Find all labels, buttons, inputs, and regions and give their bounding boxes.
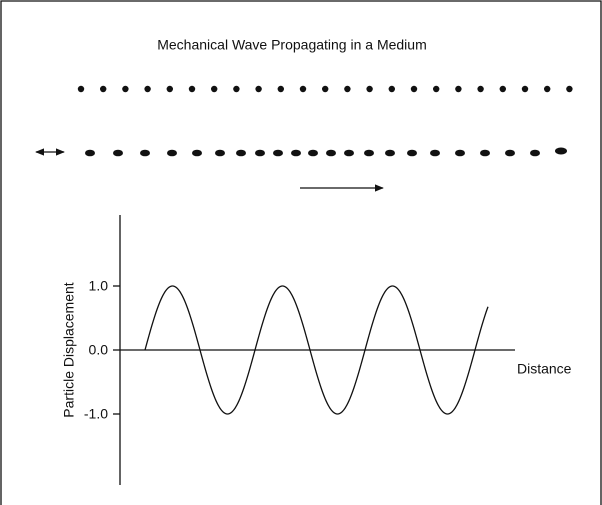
particle: [167, 149, 177, 157]
particle: [322, 85, 329, 93]
particle: [480, 149, 490, 157]
x-axis-label: Distance: [517, 361, 572, 377]
particle: [113, 149, 123, 157]
y-tick-label: 1.0: [89, 278, 109, 294]
particle: [499, 85, 506, 93]
title: Mechanical Wave Propagating in a Medium: [157, 37, 427, 53]
particle: [308, 149, 318, 157]
particle: [455, 85, 462, 93]
particle: [505, 149, 515, 157]
particle: [233, 85, 240, 93]
particle-row-wave: [85, 147, 567, 157]
particle: [364, 149, 374, 157]
particle: [273, 149, 283, 157]
particle: [299, 85, 307, 93]
particle: [140, 149, 150, 157]
particle: [544, 85, 551, 93]
particle: [555, 147, 567, 155]
particle: [455, 149, 465, 157]
particle: [77, 85, 85, 93]
particle: [215, 149, 225, 157]
particle: [122, 85, 129, 93]
particle: [410, 85, 418, 93]
particle: [144, 85, 151, 93]
particle: [192, 149, 202, 157]
particle: [291, 149, 301, 157]
particle: [566, 85, 573, 93]
particle: [85, 149, 95, 157]
particle: [188, 85, 196, 93]
particle: [477, 85, 484, 93]
particle: [385, 149, 395, 157]
y-tick-label: -1.0: [84, 406, 108, 422]
particle: [255, 85, 262, 93]
particle: [366, 85, 373, 93]
particle: [433, 85, 440, 93]
particle: [255, 149, 265, 157]
particle: [388, 85, 395, 93]
particle: [530, 149, 540, 157]
particle: [236, 149, 246, 157]
particle: [211, 85, 218, 93]
particle: [521, 85, 529, 93]
y-axis-label: Particle Displacement: [61, 282, 77, 417]
particle: [277, 85, 284, 93]
particle: [430, 149, 440, 157]
particle: [344, 85, 351, 93]
y-tick-label: 0.0: [89, 342, 109, 358]
particle: [344, 149, 354, 157]
particle: [326, 149, 336, 157]
wave-curve: [144, 285, 489, 415]
particle: [407, 149, 417, 157]
particle: [166, 85, 173, 93]
particle: [100, 85, 107, 93]
particle-row-rest: [77, 85, 573, 93]
